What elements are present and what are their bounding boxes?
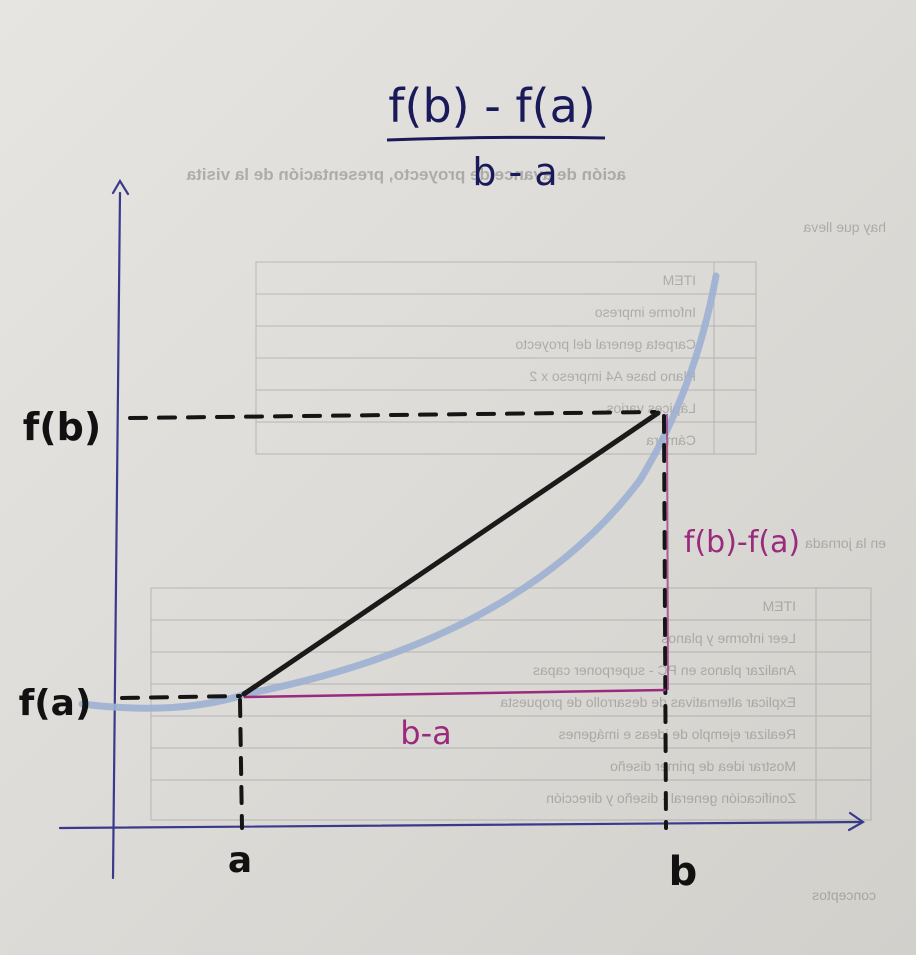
bleed-table-2-row: Analizar planos en PC - superponer capas (533, 662, 796, 678)
delta-x-segment (243, 688, 667, 699)
x-axis (58, 820, 864, 830)
secant-line (241, 410, 661, 697)
bleed-table-2-row: Realizar ejemplo de ideas e imágenes (559, 726, 796, 742)
bleed-table-1 (255, 261, 757, 455)
label-f-of-b: f(b) (23, 405, 101, 449)
b-vertical-guide (662, 414, 668, 830)
label-delta-y: f(b)-f(a) (684, 525, 800, 560)
delta-y-segment (666, 413, 669, 691)
fraction-bar (386, 135, 606, 142)
y-axis-arrow (111, 178, 130, 196)
bleed-table-2-header: ITEM (763, 598, 796, 614)
bleed-table-2 (150, 587, 872, 821)
function-curve (78, 272, 720, 712)
label-delta-x: b-a (400, 714, 451, 752)
axes (58, 178, 866, 880)
bleed-heading: ación de avance de proyecto, presentació… (186, 165, 626, 184)
bleed-table-1-row: Carpeta general del proyecto (515, 336, 696, 352)
y-axis (111, 191, 122, 880)
formula-denominator: b - a (472, 150, 557, 194)
label-b: b (669, 849, 698, 895)
formula-numerator: f(b) - f(a) (388, 79, 595, 133)
bleed-subheading: hay que lleva (803, 219, 886, 235)
slope-formula: f(b) - f(a) b - a (386, 79, 606, 194)
bleed-table-1-row: Informe impreso (595, 304, 696, 320)
fa-horizontal-guide (120, 694, 242, 700)
bleed-through-text: ación de avance de proyecto, presentació… (150, 165, 886, 903)
a-vertical-guide (238, 698, 244, 830)
bleed-table-1-row: Cámara (646, 432, 696, 448)
bleed-table-2-row: Explicar alternativas de desarrollo de p… (500, 694, 796, 710)
fb-horizontal-guide (128, 410, 657, 420)
x-axis-arrow (847, 811, 866, 832)
bleed-table-2-row: Mostrar idea de primer diseño (610, 758, 796, 774)
bleed-table-1-header: ITEM (663, 272, 696, 288)
bleed-lower-heading: en la jornada (805, 535, 886, 551)
bleed-table-2-row: Leer informe y planos (661, 630, 796, 646)
label-f-of-a: f(a) (19, 683, 92, 724)
guide-lines (120, 410, 668, 830)
bleed-table-1-row: Plano base A4 impreso x 2 (529, 368, 696, 384)
label-a: a (228, 840, 252, 881)
bleed-table-2-row: Zonificación general - diseño y direcció… (546, 790, 796, 806)
bleed-footer: conceptos (812, 887, 876, 903)
